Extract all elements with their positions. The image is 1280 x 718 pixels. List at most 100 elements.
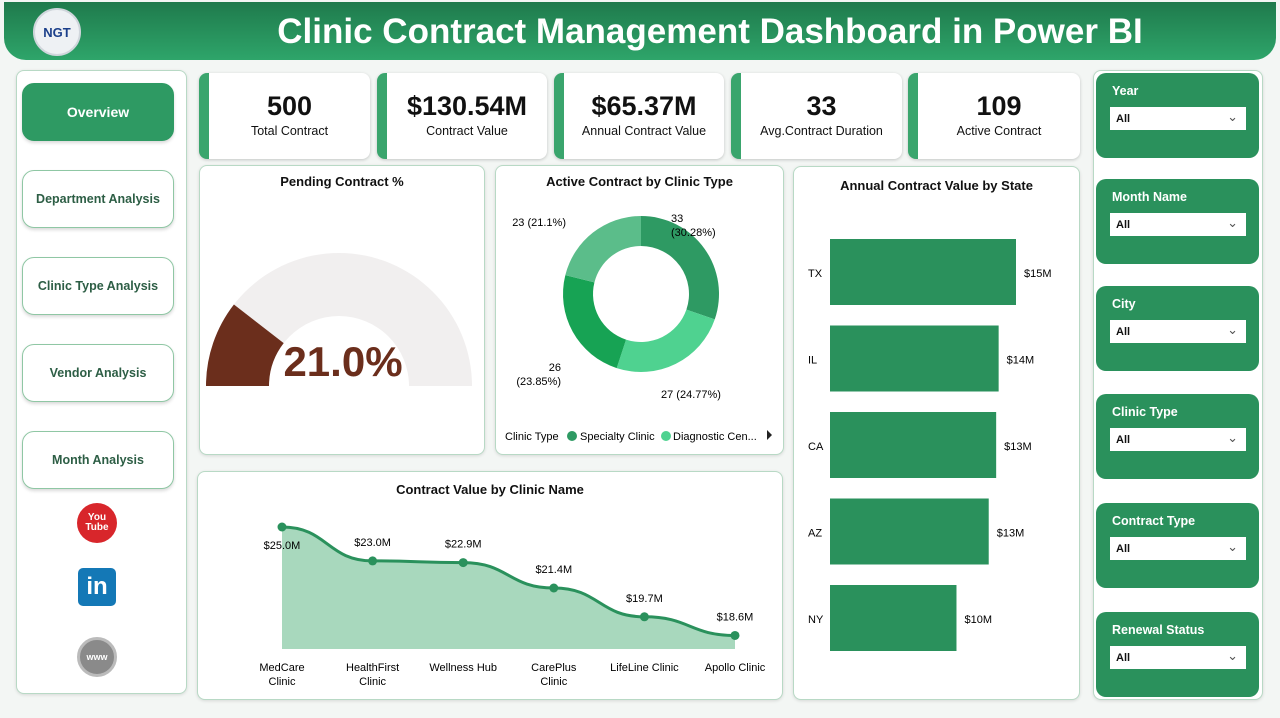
bar[interactable]: [830, 325, 999, 392]
bar-category-label: CA: [808, 441, 824, 453]
slicer-label: Month Name: [1112, 190, 1187, 204]
nav-month-analysis-button[interactable]: Month Analysis: [22, 431, 174, 489]
kpi-label: Avg.Contract Duration: [760, 124, 883, 138]
kpi-label: Contract Value: [426, 124, 508, 138]
ngt-logo: NGT: [33, 8, 81, 56]
chevron-down-icon: ⌄: [1227, 430, 1238, 445]
kpi-label: Active Contract: [956, 124, 1042, 138]
slicer-label: Contract Type: [1112, 514, 1196, 528]
data-point[interactable]: [549, 583, 559, 593]
slicer-clinic-type: Clinic Type All ⌄: [1096, 394, 1259, 479]
slicer-month-name: Month Name All ⌄: [1096, 179, 1259, 264]
bar[interactable]: [830, 412, 997, 478]
bar-category-label: NY: [808, 614, 824, 626]
donut-slice[interactable]: [565, 216, 641, 283]
donut-card: Active Contract by Clinic Type 33 (30.28%…: [495, 165, 784, 455]
x-tick-label: Apollo Clinic: [705, 662, 766, 674]
data-label: $22.9M: [445, 539, 482, 551]
area-fill: [282, 527, 735, 649]
legend-next-arrow-icon[interactable]: [767, 430, 772, 440]
donut-chart: 33 (30.28%) 27 (24.77%) 26 (23.85%) 23 (21.1%…: [505, 213, 772, 443]
bar-value-label: $13M: [1004, 441, 1032, 453]
data-point[interactable]: [730, 630, 740, 640]
donut-data-label: 23 (21.1%): [512, 217, 566, 229]
globe-label: www: [86, 652, 108, 662]
kpi-card: 500 Total Contract: [199, 73, 370, 159]
slicer-label: Year: [1112, 84, 1139, 98]
slicer-value: All: [1116, 434, 1131, 446]
nav-vendor-analysis-button[interactable]: Vendor Analysis: [22, 344, 174, 402]
slicer-value: All: [1116, 113, 1131, 125]
chevron-down-icon: ⌄: [1227, 322, 1238, 337]
data-label: $23.0M: [354, 537, 391, 549]
legend-swatch: [661, 431, 671, 441]
slicer-label: Clinic Type: [1112, 405, 1178, 419]
nav-label: Clinic Type Analysis: [37, 279, 159, 293]
data-point[interactable]: [368, 556, 378, 566]
bar-value-label: $13M: [997, 528, 1025, 540]
slicer-value: All: [1116, 543, 1131, 555]
slicer-city: City All ⌄: [1096, 286, 1259, 371]
legend-item[interactable]: Diagnostic Cen...: [673, 431, 757, 443]
header-bar: [4, 2, 1276, 60]
chevron-down-icon: ⌄: [1227, 648, 1238, 663]
nav-label: Department Analysis: [36, 192, 160, 206]
youtube-icon[interactable]: You Tube: [77, 503, 117, 543]
donut-slice[interactable]: [641, 216, 719, 320]
bar-value-label: $14M: [1007, 355, 1035, 367]
slicer-dropdown[interactable]: All ⌄: [1110, 213, 1246, 236]
x-tick-label: Clinic: [269, 676, 296, 688]
bar-chart: TX $15M IL $14M CA $13M AZ $13M NY $10M: [808, 239, 1052, 651]
slicer-dropdown[interactable]: All ⌄: [1110, 320, 1246, 343]
slicer-dropdown[interactable]: All ⌄: [1110, 537, 1246, 560]
nav-label: Month Analysis: [52, 453, 144, 467]
nav-clinic-type-analysis-button[interactable]: Clinic Type Analysis: [22, 257, 174, 315]
data-label: $19.7M: [626, 593, 663, 605]
bar-title: Annual Contract Value by State: [840, 178, 1033, 193]
bar[interactable]: [830, 239, 1016, 305]
bar[interactable]: [830, 585, 957, 651]
donut-pct-label: (23.85%): [516, 376, 561, 388]
x-tick-label: Clinic: [540, 676, 567, 688]
nav-overview-button[interactable]: Overview: [22, 83, 174, 141]
slicer-label: Renewal Status: [1112, 623, 1205, 637]
data-label: $25.0M: [264, 540, 301, 552]
kpi-card: 109 Active Contract: [908, 73, 1080, 159]
globe-icon[interactable]: www: [77, 637, 117, 677]
gauge-value-label: 21.0%: [283, 338, 402, 385]
gauge-card: Pending Contract % 21.0%: [199, 165, 485, 455]
slicer-dropdown[interactable]: All ⌄: [1110, 428, 1246, 451]
area-line: [281, 525, 736, 637]
bar-card: Annual Contract Value by State TX $15M IL $…: [793, 166, 1080, 700]
bar-category-label: TX: [808, 268, 823, 280]
kpi-value: $65.37M: [591, 91, 697, 121]
nav-department-analysis-button[interactable]: Department Analysis: [22, 170, 174, 228]
data-point[interactable]: [639, 612, 649, 622]
donut-data-label: 27 (24.77%): [661, 389, 721, 401]
x-tick-label: LifeLine Clinic: [610, 662, 679, 674]
kpi-value: 500: [266, 91, 313, 121]
slicer-dropdown[interactable]: All ⌄: [1110, 646, 1246, 669]
slicer-value: All: [1116, 652, 1131, 664]
slicer-renewal-status: Renewal Status All ⌄: [1096, 612, 1259, 697]
linkedin-icon[interactable]: in: [78, 568, 116, 606]
area-card: Contract Value by Clinic Name $25.0M MedC…: [197, 471, 783, 700]
kpi-label: Total Contract: [250, 124, 329, 138]
bar-value-label: $10M: [964, 614, 992, 626]
legend-item[interactable]: Specialty Clinic: [580, 431, 655, 443]
data-point[interactable]: [277, 522, 287, 532]
x-tick-label: HealthFirst: [346, 662, 399, 674]
data-label: $21.4M: [535, 564, 572, 576]
donut-slice[interactable]: [563, 275, 627, 369]
nav-label: Overview: [66, 104, 130, 120]
chevron-down-icon: ⌄: [1227, 539, 1238, 554]
slicer-dropdown[interactable]: All ⌄: [1110, 107, 1246, 130]
data-point[interactable]: [458, 558, 468, 568]
slicer-label: City: [1112, 297, 1136, 311]
logo-text: NGT: [43, 24, 71, 40]
kpi-card: 33 Avg.Contract Duration: [731, 73, 902, 159]
bar[interactable]: [830, 498, 989, 565]
kpi-card: $65.37M Annual Contract Value: [554, 73, 724, 159]
donut-slice[interactable]: [616, 309, 715, 372]
donut-value-label: 33: [671, 213, 683, 225]
